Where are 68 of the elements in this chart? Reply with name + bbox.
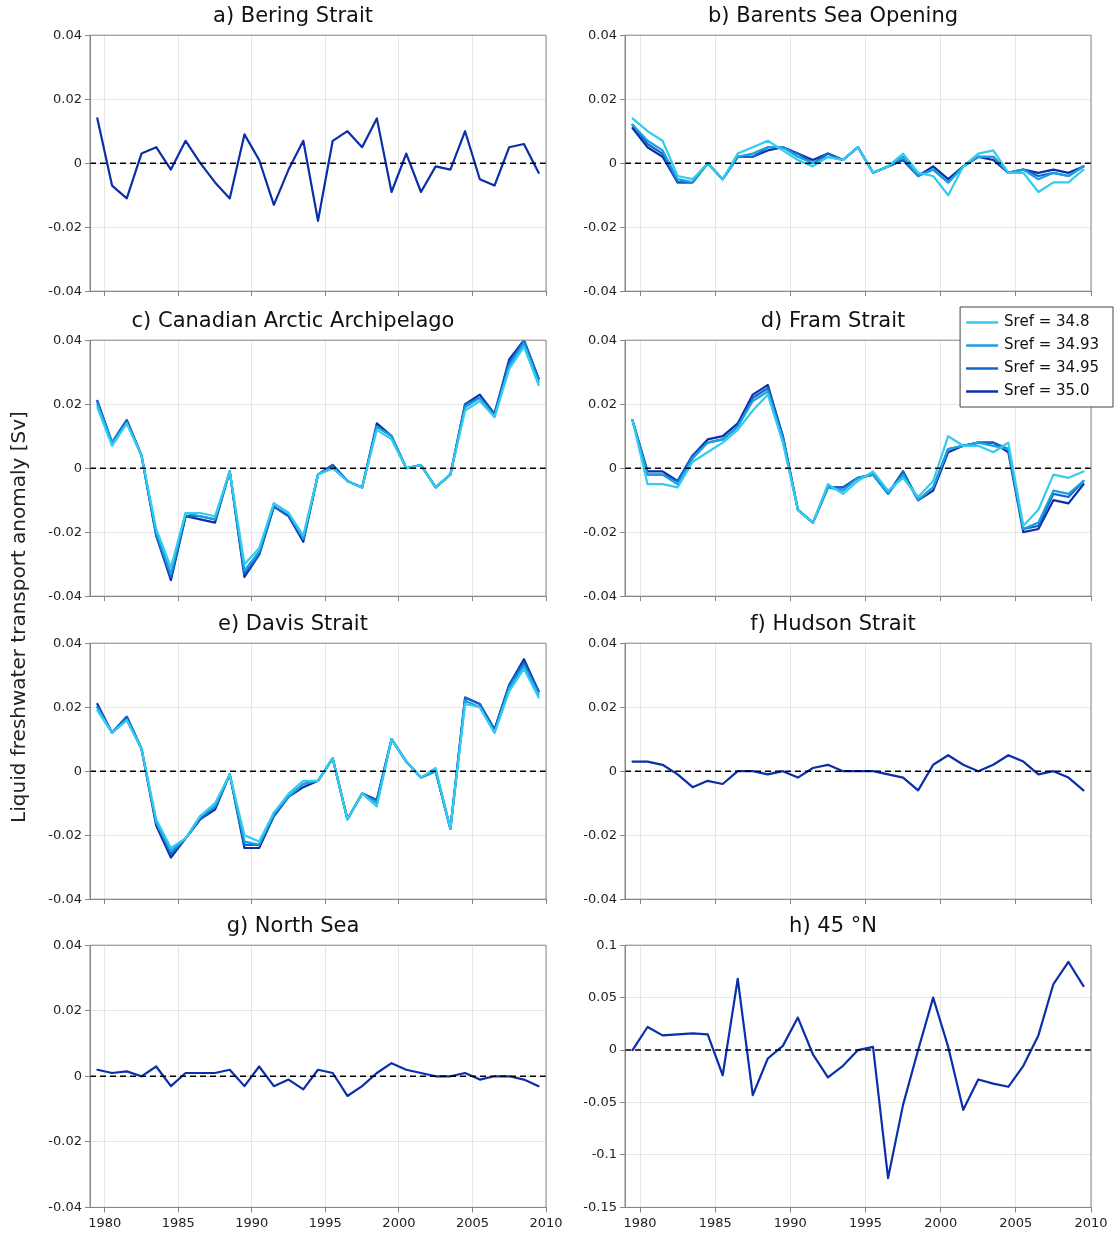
x-tick-label: 1985	[161, 1214, 195, 1230]
x-tick-label: 2010	[1074, 1214, 1108, 1230]
chart-title: g) North Sea	[226, 913, 360, 938]
x-tick-label: 2000	[924, 1214, 958, 1230]
y-tick-label: -0.04	[48, 282, 82, 298]
y-tick-label: 0.04	[588, 26, 617, 42]
chart-title: c) Canadian Arctic Archipelago	[131, 308, 455, 333]
chart-title: f) Hudson Strait	[750, 611, 916, 636]
x-tick-label: 1990	[773, 1214, 807, 1230]
y-tick-label: 0.04	[588, 331, 617, 347]
y-axis-title: Liquid freshwater transport anomaly [Sv]	[6, 410, 30, 825]
y-tick-label: 0	[608, 762, 617, 778]
y-tick-label: 0	[73, 762, 82, 778]
x-tick-label: 1985	[698, 1214, 732, 1230]
y-tick-label: 0.04	[53, 634, 82, 650]
y-tick-label: -0.04	[48, 587, 82, 603]
chart-title: b) Barents Sea Opening	[707, 3, 959, 28]
y-tick-label: -0.02	[48, 523, 82, 539]
y-tick-label: 0.02	[53, 1002, 82, 1018]
y-tick-label: -0.02	[583, 523, 617, 539]
y-tick-label: -0.02	[48, 1133, 82, 1149]
x-tick-label: 1995	[308, 1214, 342, 1230]
y-tick-label: 0.02	[53, 90, 82, 106]
y-tick-label: 0.1	[596, 936, 617, 952]
x-tick-label: 2005	[999, 1214, 1033, 1230]
y-tick-label: -0.04	[48, 890, 82, 906]
y-tick-label: -0.02	[48, 218, 82, 234]
y-tick-label: -0.02	[48, 826, 82, 842]
y-tick-label: -0.04	[583, 282, 617, 298]
x-tick-label: 1980	[623, 1214, 657, 1230]
y-tick-label: -0.05	[583, 1093, 617, 1109]
y-tick-label: -0.04	[48, 1198, 82, 1214]
x-tick-label: 2000	[382, 1214, 416, 1230]
y-tick-label: 0.02	[588, 698, 617, 714]
x-tick-label: 2005	[455, 1214, 489, 1230]
x-tick-label: 1990	[235, 1214, 269, 1230]
y-tick-label: -0.04	[583, 587, 617, 603]
chart-title: e) Davis Strait	[218, 611, 368, 636]
y-tick-label: 0.02	[53, 698, 82, 714]
x-tick-label: 1995	[848, 1214, 883, 1230]
y-tick-label: 0	[608, 459, 617, 475]
y-tick-label: 0.02	[53, 395, 82, 411]
chart-title: h) 45 °N	[789, 913, 877, 938]
chart-title: a) Bering Strait	[213, 3, 373, 28]
y-tick-label: 0	[608, 154, 617, 170]
y-tick-label: 0.04	[588, 634, 617, 650]
y-tick-label: 0	[73, 154, 82, 170]
y-tick-label: 0.04	[53, 936, 82, 952]
x-tick-label: 1980	[88, 1214, 122, 1230]
y-tick-label: 0	[608, 1041, 617, 1057]
y-tick-label: -0.02	[583, 826, 617, 842]
chart-title: d) Fram Strait	[760, 308, 906, 333]
y-tick-label: -0.02	[583, 218, 617, 234]
legend-label: Sref = 35.0	[1004, 381, 1090, 400]
y-tick-label: 0.02	[588, 90, 617, 106]
y-tick-label: 0.02	[588, 395, 617, 411]
y-tick-label: -0.1	[591, 1146, 617, 1162]
y-tick-label: 0.04	[53, 331, 82, 347]
y-tick-label: 0.04	[53, 26, 82, 42]
y-tick-label: 0	[73, 1067, 82, 1083]
x-tick-label: 2010	[529, 1214, 563, 1230]
y-tick-label: -0.04	[583, 890, 617, 906]
legend-label: Sref = 34.95	[1004, 358, 1100, 377]
legend-label: Sref = 34.93	[1004, 335, 1100, 354]
y-tick-label: -0.15	[583, 1198, 617, 1214]
y-tick-label: 0.05	[588, 989, 617, 1005]
legend-label: Sref = 34.8	[1004, 312, 1090, 331]
y-tick-label: 0	[73, 459, 82, 475]
